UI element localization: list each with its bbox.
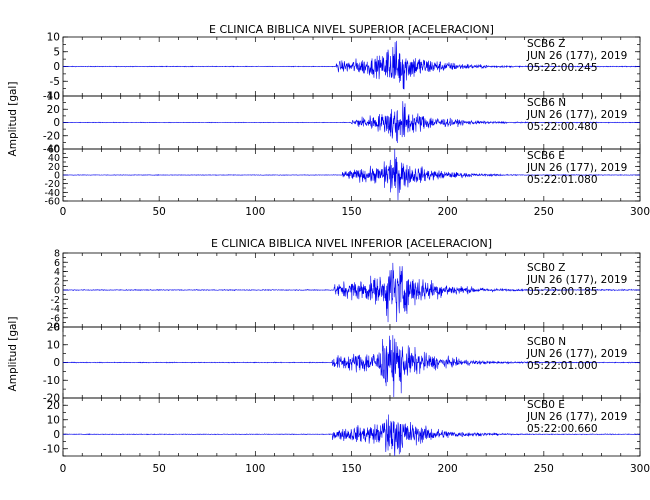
chart-title: E CLINICA BIBLICA NIVEL INFERIOR [ACELER… [211, 237, 492, 250]
x-tick-label: 100 [245, 206, 265, 218]
trace-station-label: SCB6 N [527, 97, 566, 109]
chart-title: E CLINICA BIBLICA NIVEL SUPERIOR [ACELER… [209, 23, 494, 36]
trace-time-label: 05:22:00.245 [527, 62, 598, 74]
trace-time-label: 05:22:00.185 [527, 286, 598, 298]
trace-time-label: 05:22:00.660 [527, 423, 598, 435]
y-tick-label: 10 [47, 414, 60, 426]
trace-date-label: JUN 26 (177), 2019 [526, 50, 627, 62]
y-tick-label: -4 [51, 304, 60, 315]
y-tick-label: -2 [51, 295, 60, 306]
x-tick-label: 200 [438, 463, 458, 475]
trace-date-label: JUN 26 (177), 2019 [526, 162, 627, 174]
trace-date-label: JUN 26 (177), 2019 [526, 109, 627, 121]
x-tick-label: 100 [245, 463, 265, 475]
x-tick-label: 250 [534, 463, 554, 475]
y-tick-label: -20 [43, 130, 60, 142]
y-tick-label: 4 [54, 267, 60, 278]
x-tick-label: 50 [152, 206, 165, 218]
x-tick-label: 50 [152, 463, 165, 475]
trace-station-label: SCB6 E [527, 150, 565, 162]
trace-time-label: 05:22:00.480 [527, 121, 598, 133]
y-tick-label: -6 [51, 313, 60, 324]
y-tick-label: 10 [47, 32, 60, 44]
y-tick-label: 60 [48, 145, 60, 156]
x-tick-label: 300 [630, 463, 650, 475]
y-tick-label: 6 [54, 258, 60, 269]
x-tick-label: 150 [341, 206, 361, 218]
y-tick-label: 2 [54, 276, 60, 287]
y-tick-label: 8 [54, 249, 60, 260]
x-tick-label: 200 [438, 206, 458, 218]
trace-date-label: JUN 26 (177), 2019 [526, 411, 627, 423]
y-tick-label: -60 [44, 197, 60, 208]
x-tick-label: 150 [341, 463, 361, 475]
trace-station-label: SCB6 Z [527, 38, 565, 50]
y-tick-label: -40 [43, 144, 60, 156]
y-tick-label: 40 [48, 153, 60, 164]
y-tick-label: 20 [48, 162, 60, 173]
y-axis-label: Amplitud [gal] [7, 82, 19, 157]
trace-station-label: SCB0 N [527, 336, 566, 348]
y-tick-label: 0 [53, 429, 60, 441]
y-tick-label: -8 [51, 323, 60, 334]
trace-station-label: SCB0 Z [527, 262, 565, 274]
waveform-trace [62, 262, 641, 323]
y-tick-label: 0 [53, 117, 60, 129]
y-tick-label: -10 [43, 91, 60, 103]
y-tick-label: 40 [47, 91, 60, 103]
x-tick-label: 300 [630, 206, 650, 218]
x-tick-label: 0 [60, 206, 67, 218]
waveform-trace [62, 40, 641, 90]
y-tick-label: -10 [43, 375, 60, 387]
trace-time-label: 05:22:01.080 [527, 174, 598, 186]
waveform-trace [62, 101, 641, 143]
trace-date-label: JUN 26 (177), 2019 [526, 348, 627, 360]
y-tick-label: 0 [53, 357, 60, 369]
y-tick-label: 20 [47, 400, 60, 412]
x-tick-label: 0 [60, 463, 67, 475]
y-tick-label: 0 [54, 286, 60, 297]
trace-station-label: SCB0 E [527, 399, 565, 411]
y-tick-label: 0 [53, 61, 60, 73]
x-tick-label: 250 [534, 206, 554, 218]
y-tick-label: -10 [43, 443, 60, 455]
y-axis-label: Amplitud [gal] [7, 317, 19, 392]
y-tick-label: 20 [47, 104, 60, 116]
y-tick-label: 5 [53, 46, 60, 58]
y-tick-label: -20 [43, 393, 60, 405]
y-tick-label: 20 [47, 322, 60, 334]
trace-time-label: 05:22:01.000 [527, 360, 598, 372]
waveform-trace [62, 335, 641, 397]
waveform-trace [62, 414, 641, 457]
y-tick-label: 0 [54, 171, 60, 182]
trace-date-label: JUN 26 (177), 2019 [526, 274, 627, 286]
y-tick-label: -40 [44, 188, 60, 199]
y-tick-label: -5 [50, 76, 60, 88]
y-tick-label: 10 [47, 339, 60, 351]
waveform-trace [62, 148, 641, 201]
y-tick-label: -20 [44, 179, 60, 190]
